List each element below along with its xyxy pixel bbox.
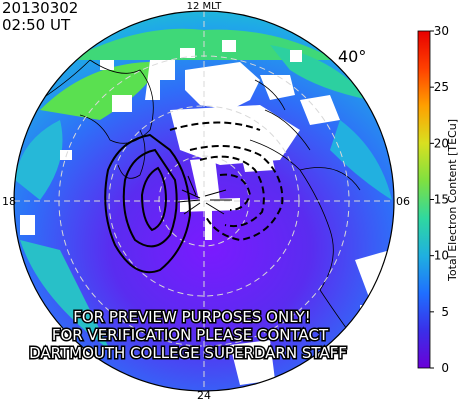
colorbar-ticks: 0 5 10 15 20 25 30 <box>430 24 449 375</box>
mlt-label-right: 06 <box>396 195 410 208</box>
colorbar-bar <box>417 30 431 369</box>
colorbar-tick-label: 20 <box>434 136 449 150</box>
colorbar-tick-label: 10 <box>434 249 449 263</box>
colorbar-tick-label: 25 <box>434 80 449 94</box>
colorbar: 0 5 10 15 20 25 30 Total Electron Content [TEC… <box>417 24 459 375</box>
colorbar-tick-label: 0 <box>441 361 449 375</box>
colorbar-tick-label: 15 <box>434 193 449 207</box>
watermark-line-3: DARTMOUTH COLLEGE SUPERDARN STAFF <box>29 344 347 362</box>
velocity-vectors <box>177 175 232 215</box>
watermark: FOR PREVIEW PURPOSES ONLY! FOR VERIFICAT… <box>28 307 349 364</box>
mlt-spokes <box>14 11 394 391</box>
colorbar-tick-label: 30 <box>434 24 449 38</box>
colorbar-tick-label: 5 <box>441 305 449 319</box>
mlt-label-left: 18 <box>2 195 16 208</box>
time-label: 02:50 UT <box>2 16 71 34</box>
watermark-line-1: FOR PREVIEW PURPOSES ONLY! <box>73 308 311 326</box>
colorbar-title: Total Electron Content [TECu] <box>446 119 459 282</box>
mlt-label-bottom: 24 <box>197 389 211 400</box>
map-border <box>13 10 395 392</box>
date-label: 20130302 <box>2 0 79 17</box>
mlt-label-top: 12 MLT <box>187 1 223 12</box>
watermark-line-2: FOR VERIFICATION PLEASE CONTACT <box>52 326 329 344</box>
latitude-label: 40° <box>338 47 366 66</box>
convection-contours-dashed <box>169 121 284 242</box>
convection-contours <box>104 133 192 274</box>
